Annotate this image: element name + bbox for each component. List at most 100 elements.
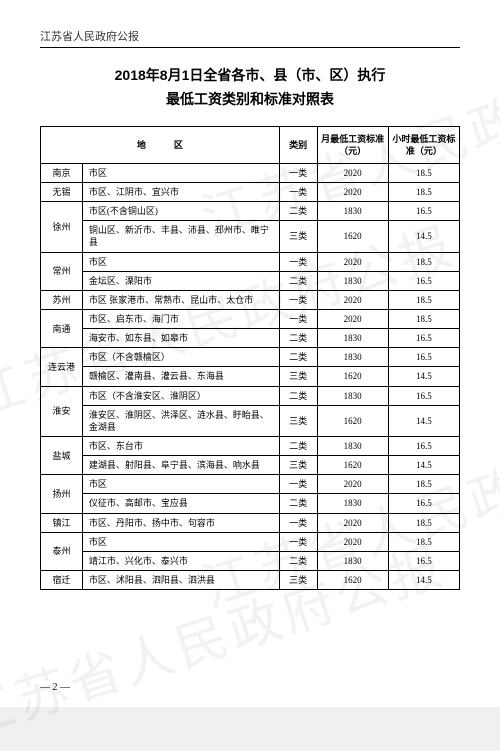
cell-category: 三类 [279,221,317,252]
col-hourly: 小时最低工资标准（元） [388,126,459,163]
table-row: 宿迁市区、沭阳县、泗阳县、泗洪县三类162014.5 [41,570,460,589]
cell-monthly: 1830 [317,436,388,455]
cell-category: 二类 [279,271,317,290]
cell-area: 建湖县、射阳县、阜宁县、滨海县、响水县 [82,456,279,475]
cell-city: 泰州 [41,532,83,570]
page-title: 2018年8月1日全省各市、县（市、区）执行 最低工资类别和标准对照表 [40,64,460,112]
table-header-row: 地区 类别 月最低工资标准（元） 小时最低工资标准（元） [41,126,460,163]
cell-category: 二类 [279,386,317,405]
cell-monthly: 1830 [317,494,388,513]
table-row: 铜山区、新沂市、丰县、沛县、邳州市、睢宁县三类162014.5 [41,221,460,252]
cell-monthly: 2020 [317,252,388,271]
cell-hourly: 18.5 [388,252,459,271]
cell-monthly: 2020 [317,475,388,494]
wage-table: 地区 类别 月最低工资标准（元） 小时最低工资标准（元） 南京市区一类20201… [40,126,460,591]
cell-city: 宿迁 [41,570,83,589]
cell-area: 市区、沭阳县、泗阳县、泗洪县 [82,570,279,589]
cell-area: 铜山区、新沂市、丰县、沛县、邳州市、睢宁县 [82,221,279,252]
cell-category: 一类 [279,290,317,309]
table-row: 扬州市区一类202018.5 [41,475,460,494]
table-row: 连云港市区（不含赣榆区）二类183016.5 [41,348,460,367]
cell-hourly: 18.5 [388,183,459,202]
cell-category: 二类 [279,436,317,455]
cell-monthly: 1620 [317,405,388,436]
cell-hourly: 14.5 [388,456,459,475]
table-row: 南京市区一类202018.5 [41,163,460,182]
page: 江苏省人民政府公报 江苏省人民政府公报 江苏省人民政府公报 江苏省人民政府公报 … [0,0,500,707]
cell-category: 二类 [279,329,317,348]
cell-area: 市区（不含淮安区、淮阴区） [82,386,279,405]
cell-monthly: 1830 [317,329,388,348]
publication-header: 江苏省人民政府公报 [40,28,460,48]
cell-monthly: 2020 [317,183,388,202]
table-row: 淮安区、淮阴区、洪泽区、涟水县、盱眙县、金湖县三类162014.5 [41,405,460,436]
cell-city: 徐州 [41,202,83,252]
cell-monthly: 1620 [317,221,388,252]
cell-monthly: 1830 [317,271,388,290]
cell-area: 市区 张家港市、常熟市、昆山市、太仓市 [82,290,279,309]
cell-hourly: 18.5 [388,310,459,329]
cell-area: 市区、启东市、海门市 [82,310,279,329]
cell-category: 三类 [279,570,317,589]
cell-city: 扬州 [41,475,83,513]
table-row: 靖江市、兴化市、泰兴市二类183016.5 [41,551,460,570]
cell-category: 三类 [279,456,317,475]
cell-area: 市区、丹阳市、扬中市、句容市 [82,513,279,532]
cell-category: 二类 [279,202,317,221]
cell-hourly: 16.5 [388,348,459,367]
cell-hourly: 18.5 [388,475,459,494]
cell-category: 一类 [279,532,317,551]
cell-city: 常州 [41,252,83,290]
cell-hourly: 16.5 [388,436,459,455]
cell-category: 二类 [279,494,317,513]
cell-category: 二类 [279,551,317,570]
cell-monthly: 2020 [317,290,388,309]
cell-city: 南京 [41,163,83,182]
cell-monthly: 1830 [317,386,388,405]
table-body: 南京市区一类202018.5无锡市区、江阴市、宜兴市一类202018.5徐州市区… [41,163,460,589]
cell-monthly: 1830 [317,202,388,221]
col-monthly: 月最低工资标准（元） [317,126,388,163]
table-row: 淮安市区（不含淮安区、淮阴区）二类183016.5 [41,386,460,405]
cell-monthly: 2020 [317,310,388,329]
page-number: — 2 — [40,682,70,693]
cell-monthly: 1830 [317,551,388,570]
cell-category: 一类 [279,183,317,202]
table-row: 镇江市区、丹阳市、扬中市、句容市一类202018.5 [41,513,460,532]
cell-area: 市区、东台市 [82,436,279,455]
cell-monthly: 2020 [317,163,388,182]
cell-area: 市区、江阴市、宜兴市 [82,183,279,202]
table-row: 无锡市区、江阴市、宜兴市一类202018.5 [41,183,460,202]
cell-category: 三类 [279,367,317,386]
cell-hourly: 16.5 [388,551,459,570]
table-row: 常州市区一类202018.5 [41,252,460,271]
cell-area: 淮安区、淮阴区、洪泽区、涟水县、盱眙县、金湖县 [82,405,279,436]
cell-hourly: 16.5 [388,202,459,221]
col-category: 类别 [279,126,317,163]
cell-hourly: 14.5 [388,367,459,386]
cell-monthly: 2020 [317,532,388,551]
title-line-1: 2018年8月1日全省各市、县（市、区）执行 [40,64,460,88]
cell-hourly: 16.5 [388,386,459,405]
col-region: 地区 [41,126,280,163]
cell-category: 一类 [279,310,317,329]
cell-hourly: 16.5 [388,494,459,513]
cell-category: 一类 [279,163,317,182]
cell-area: 市区（不含赣榆区） [82,348,279,367]
cell-city: 连云港 [41,348,83,386]
table-row: 仪征市、高邮市、宝应县二类183016.5 [41,494,460,513]
cell-city: 无锡 [41,183,83,202]
cell-area: 金坛区、溧阳市 [82,271,279,290]
cell-area: 市区 [82,532,279,551]
cell-monthly: 1620 [317,570,388,589]
table-row: 建湖县、射阳县、阜宁县、滨海县、响水县三类162014.5 [41,456,460,475]
cell-hourly: 18.5 [388,513,459,532]
cell-area: 赣榆区、灌南县、灌云县、东海县 [82,367,279,386]
cell-area: 市区 [82,163,279,182]
cell-category: 一类 [279,475,317,494]
cell-hourly: 14.5 [388,405,459,436]
cell-monthly: 1620 [317,367,388,386]
table-row: 南通市区、启东市、海门市一类202018.5 [41,310,460,329]
table-row: 盐城市区、东台市二类183016.5 [41,436,460,455]
cell-area: 仪征市、高邮市、宝应县 [82,494,279,513]
